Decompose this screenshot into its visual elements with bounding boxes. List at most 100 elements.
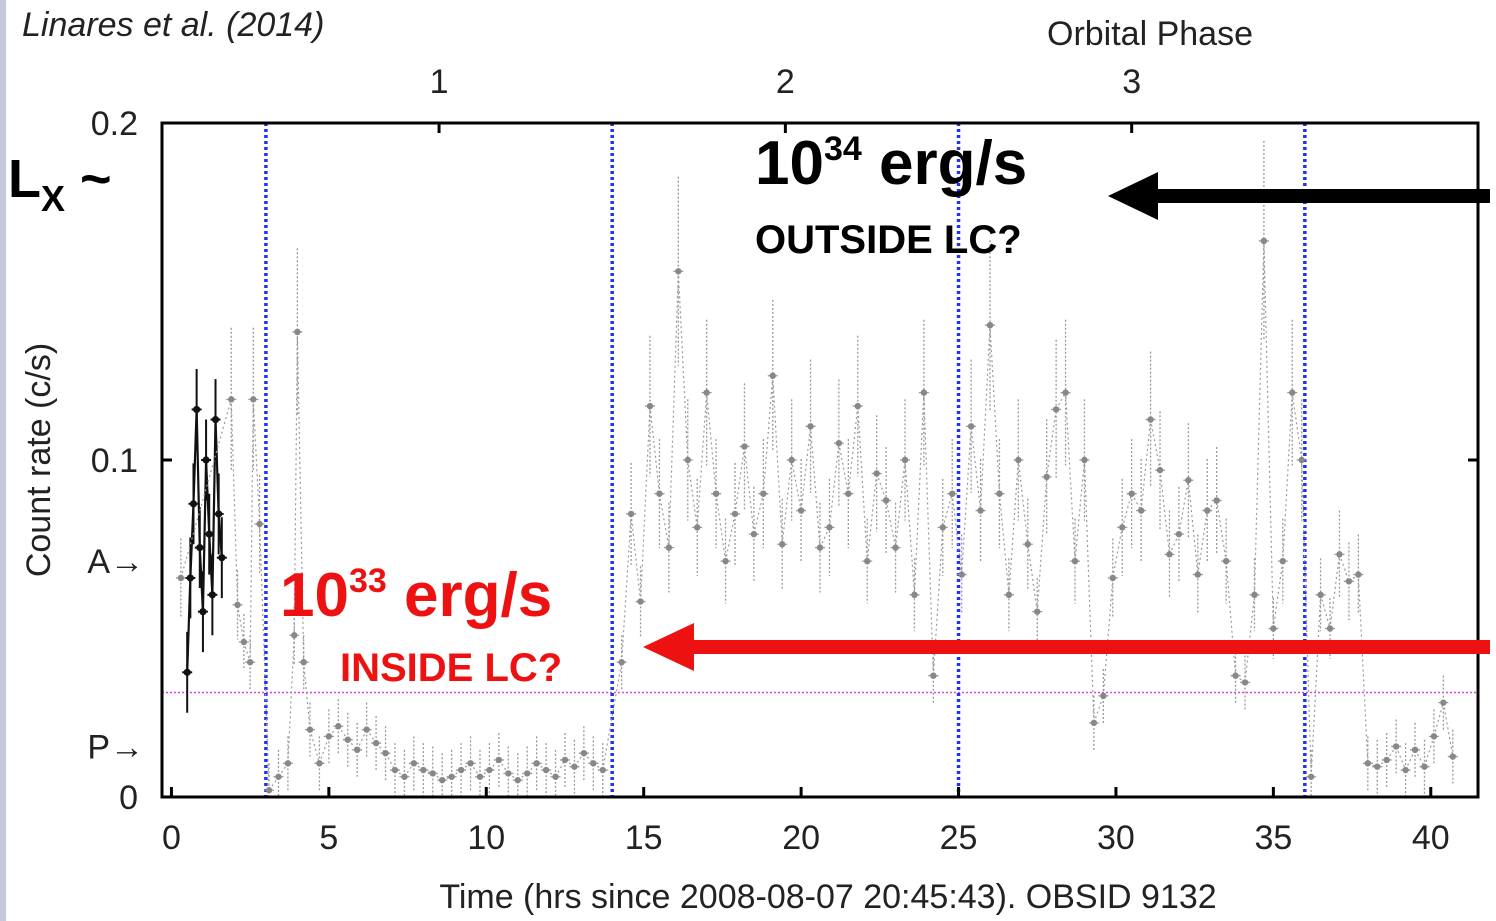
series-connector [791,459,802,511]
data-point [835,439,843,447]
luminosity-symbol: LX ~ [8,148,112,220]
x-tick-label: 15 [625,819,663,857]
slide-left-rule [0,0,6,921]
data-point [189,500,198,508]
data-point [1411,746,1419,754]
data-point [1175,530,1183,538]
data-point [353,746,361,754]
x-tick-label: 25 [940,819,978,857]
data-point [816,544,824,551]
data-point [637,598,644,605]
series-connector [677,271,689,461]
x-tick-label: 40 [1412,819,1450,857]
data-point [1128,490,1135,497]
series-connector [555,759,566,778]
data-point [284,760,292,767]
top-axis-label: Orbital Phase [1047,15,1253,53]
data-point [807,423,814,430]
data-point [590,760,597,767]
series-connector [1414,749,1426,767]
data-point [265,787,273,794]
data-point [1147,416,1154,423]
series-connector [668,271,679,548]
data-point [1090,719,1098,727]
data-point [439,776,446,784]
x-tick-label: 35 [1254,819,1292,857]
data-point [1119,524,1126,531]
high-luminosity-exponent: 34 [823,130,862,168]
data-point [1194,571,1201,578]
data-point [873,470,880,477]
data-point [533,760,540,767]
data-point [256,520,263,528]
data-point [325,733,333,740]
data-point [1374,763,1381,770]
series-connector [318,736,330,764]
data-point [1222,557,1230,565]
data-point [958,571,965,578]
data-point [741,443,748,450]
data-point [996,490,1003,497]
data-point [1440,699,1447,706]
data-point [1043,473,1050,481]
series-connector [1159,470,1171,555]
y-axis-label: Count rate (c/s) [20,343,58,577]
data-point [864,557,871,565]
data-point [1307,773,1315,780]
data-point [306,726,314,733]
data-point [467,760,474,767]
data-point [476,773,484,780]
data-point [1109,574,1116,582]
data-point [177,574,185,582]
data-point [797,507,805,514]
series-connector [838,443,849,494]
data-point [1081,456,1088,464]
data-point [1204,507,1211,514]
data-point [457,766,465,774]
series-connector [894,459,906,548]
series-connector [621,513,632,663]
x-tick-label: 0 [162,819,181,857]
series-connector [1197,510,1208,575]
series-connector [630,513,642,602]
series-connector [1140,419,1152,511]
series-connector [1168,533,1180,555]
series-connector [1272,561,1284,629]
series-connector [1187,480,1199,575]
data-point [316,760,323,767]
series-connector [1121,493,1133,528]
series-connector [1027,544,1038,612]
series-connector [781,459,793,545]
y-tick-label: 0 [119,779,138,817]
data-point [1137,507,1145,514]
data-point [1336,551,1343,558]
series-connector [866,473,878,562]
data-point [845,490,852,497]
series-connector [1225,561,1237,676]
inside-lc-arrow-head [643,623,694,671]
series-connector [296,331,305,663]
low-luminosity-label: 1033 erg/s [280,560,552,631]
series-connector [1131,493,1142,511]
series-connector [303,662,311,730]
series-connector [230,399,239,605]
series-connector [1046,409,1057,477]
series-connector [1036,476,1048,612]
series-connector [998,493,1010,595]
data-point [505,770,512,777]
series-connector [715,493,727,562]
series-connector [923,392,934,676]
series-connector [724,513,736,562]
series-connector [696,392,708,528]
high-luminosity-label: 1034 erg/s [755,128,1027,199]
data-point [391,766,399,774]
series-connector [904,459,916,595]
x-axis-label: Time (hrs since 2008-08-07 20:45:43). OB… [439,878,1216,916]
data-point [1279,557,1287,565]
data-point [294,328,301,336]
low-luminosity-base: 10 [280,561,349,630]
series-connector [1310,594,1322,777]
series-connector [734,446,746,515]
high-luminosity-unit: erg/s [861,129,1028,198]
series-connector [1338,554,1350,582]
